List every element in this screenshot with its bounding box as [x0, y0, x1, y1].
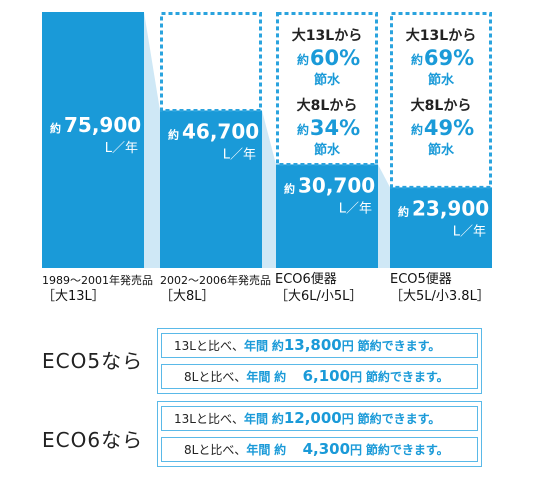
bar-1 [42, 12, 144, 268]
bar-connector-3 [378, 164, 390, 268]
bar-3-unit-label: L／年 [339, 201, 372, 216]
bar-connector-2 [262, 110, 276, 268]
savings-amount: 6,100 [302, 367, 351, 385]
category-label-2-years: 2002～2006年発売品 [160, 274, 271, 287]
bar-4-unit-label: L／年 [453, 224, 486, 239]
savings-4-1-prefix: 約 [411, 52, 423, 67]
savings-4-2-from: 大8Lから [411, 97, 472, 114]
savings-amount: 13,800 [283, 336, 342, 354]
savings-year: 年間 [243, 412, 268, 426]
savings-4-1-from: 大13Lから [406, 27, 476, 44]
eco6-section-label: ECO6なら [42, 428, 144, 452]
savings-about: 約 [271, 339, 284, 353]
category-label-3-capacity: ［大6L/小5L］ [275, 289, 363, 304]
bar-2-value-label: 46,700 [182, 119, 259, 143]
bar-1-value-prefix: 約 [50, 121, 61, 135]
bar-4-value-label: 23,900 [412, 196, 489, 220]
category-label-1-years: 1989～2001年発売品 [42, 274, 153, 287]
eco5-savings-row-13l: 13Lと比べ、年間 約13,800円 節約できます。 [161, 333, 478, 358]
savings-about: 約 [271, 412, 284, 426]
bar-3-value-prefix: 約 [284, 181, 295, 195]
bar-4-value-prefix: 約 [398, 204, 409, 218]
category-label-4-capacity: ［大5L/小3.8L］ [390, 289, 490, 304]
category-label-2-capacity: ［大8L］ [160, 289, 215, 304]
savings-3-1-from: 大13Lから [292, 27, 362, 44]
savings-3-2-from: 大8Lから [297, 97, 358, 114]
savings-yen: 円 [350, 443, 363, 457]
savings-3-2-suffix: 節水 [314, 142, 341, 158]
savings-year: 年間 [243, 339, 268, 353]
category-label-1-capacity: ［大13L］ [42, 289, 105, 304]
savings-tail: 節約できます。 [357, 412, 441, 426]
savings-3-1-prefix: 約 [297, 52, 309, 67]
bar-2-reduction-outline [160, 12, 262, 112]
savings-4-2-prefix: 約 [411, 122, 423, 137]
category-label-4-name: ECO5便器 [390, 272, 452, 287]
savings-3-2-prefix: 約 [297, 122, 309, 137]
savings-yen: 円 [341, 412, 354, 426]
eco5-savings-box: 13Lと比べ、年間 約13,800円 節約できます。 8Lと比べ、年間 約 6,… [157, 328, 482, 394]
savings-about: 約 [274, 370, 287, 384]
savings-amount: 12,000 [283, 409, 342, 427]
bar-3-value-label: 30,700 [298, 173, 375, 197]
savings-lead: 13Lと比べ、 [174, 339, 244, 353]
bar-3 [276, 164, 378, 268]
category-label-2: 2002～2006年発売品 ［大8L］ [160, 274, 271, 305]
eco6-savings-box: 13Lと比べ、年間 約12,000円 節約できます。 8Lと比べ、年間 約 4,… [157, 401, 482, 467]
savings-yen: 円 [341, 339, 354, 353]
bar-2-value-prefix: 約 [168, 127, 179, 141]
savings-year: 年間 [246, 443, 271, 457]
savings-4-1-suffix: 節水 [428, 72, 455, 88]
bar-2 [160, 110, 262, 268]
bar-connector-1 [144, 12, 160, 268]
savings-year: 年間 [246, 370, 271, 384]
bar-2-unit-label: L／年 [223, 147, 256, 162]
savings-3-1-suffix: 節水 [314, 72, 341, 88]
savings-3-1-percent: 60% [310, 46, 360, 70]
savings-tail: 節約できます。 [365, 370, 449, 384]
bar-4-reduction-outline [390, 12, 492, 189]
bar-1-unit-label: L／年 [105, 141, 138, 156]
category-label-3: ECO6便器 ［大6L/小5L］ [275, 271, 362, 305]
savings-yen: 円 [350, 370, 363, 384]
savings-lead: 8Lと比べ、 [184, 370, 247, 384]
savings-lead: 13Lと比べ、 [174, 412, 244, 426]
savings-tail: 節約できます。 [365, 443, 449, 457]
savings-amount: 4,300 [302, 440, 351, 458]
savings-about: 約 [274, 443, 287, 457]
bar-1-value-label: 75,900 [64, 113, 141, 137]
savings-3-2-percent: 34% [310, 116, 360, 140]
eco5-savings-row-8l: 8Lと比べ、年間 約 6,100円 節約できます。 [161, 364, 478, 389]
savings-4-2-percent: 49% [424, 116, 474, 140]
bar-4 [390, 187, 492, 268]
eco6-savings-row-13l: 13Lと比べ、年間 約12,000円 節約できます。 [161, 406, 478, 431]
bar-3-reduction-outline [276, 12, 378, 166]
category-label-3-name: ECO6便器 [275, 272, 337, 287]
eco6-savings-row-8l: 8Lと比べ、年間 約 4,300円 節約できます。 [161, 437, 478, 462]
savings-lead: 8Lと比べ、 [184, 443, 247, 457]
category-label-1: 1989～2001年発売品 ［大13L］ [42, 274, 153, 305]
savings-tail: 節約できます。 [357, 339, 441, 353]
eco5-section-label: ECO5なら [42, 349, 144, 373]
category-label-4: ECO5便器 ［大5L/小3.8L］ [390, 271, 490, 305]
savings-4-2-suffix: 節水 [428, 142, 455, 158]
savings-4-1-percent: 69% [424, 46, 474, 70]
